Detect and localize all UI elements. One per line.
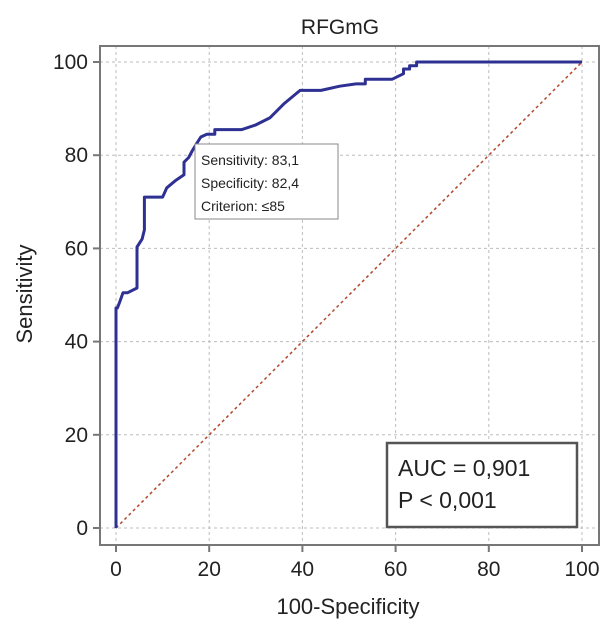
y-tick-label-40: 40 (65, 331, 88, 354)
p-value: P < 0,001 (398, 487, 497, 513)
y-tick-label-0: 0 (76, 517, 88, 540)
x-tick-label-80: 80 (477, 558, 500, 581)
y-tick-labels: 0 20 40 60 80 100 (53, 51, 88, 540)
x-tick-label-100: 100 (564, 558, 599, 581)
callout-criterion: Criterion: ≤85 (201, 198, 285, 214)
chart-title: RFGmG (301, 16, 379, 39)
x-tick-labels: 0 20 40 60 80 100 (110, 558, 599, 581)
stats-box: AUC = 0,901 P < 0,001 (385, 441, 579, 529)
y-axis: 0 20 40 60 80 100 (53, 51, 100, 540)
y-tick-marks (93, 61, 100, 529)
x-tick-label-40: 40 (291, 558, 314, 581)
y-tick-label-80: 80 (65, 144, 88, 167)
x-tick-label-60: 60 (384, 558, 407, 581)
x-axis-title: 100-Specificity (276, 594, 419, 619)
x-tick-marks (115, 545, 583, 552)
roc-curve (114, 60, 582, 528)
callout-sensitivity: Sensitivity: 83,1 (201, 152, 299, 168)
y-tick-label-60: 60 (65, 237, 88, 260)
stats-box-frame (385, 441, 579, 529)
y-tick-label-100: 100 (53, 51, 88, 74)
x-tick-label-0: 0 (110, 558, 122, 581)
auc-value: AUC = 0,901 (398, 455, 530, 481)
x-axis: 0 20 40 60 80 100 (110, 545, 600, 581)
y-axis-title: Sensitivity (12, 244, 37, 343)
x-tick-label-20: 20 (198, 558, 221, 581)
plot-frame (99, 45, 600, 546)
criterion-callout: Sensitivity: 83,1 Specificity: 82,4 Crit… (194, 143, 339, 220)
y-tick-label-20: 20 (65, 424, 88, 447)
callout-box (194, 143, 339, 220)
callout-specificity: Specificity: 82,4 (201, 175, 299, 191)
reference-diagonal (115, 61, 583, 529)
